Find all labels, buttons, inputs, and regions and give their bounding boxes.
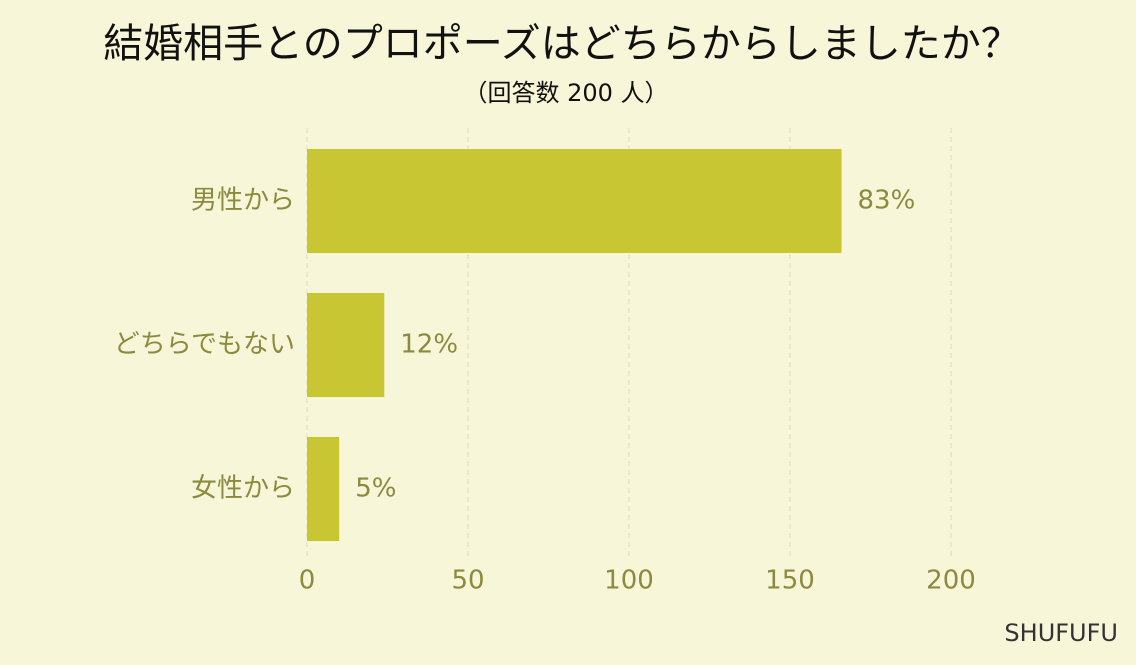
value-label: 83% — [858, 186, 916, 216]
bar — [307, 293, 385, 397]
source: SHUFUFU — [1004, 619, 1118, 647]
x-tick-label: 100 — [604, 566, 654, 596]
value-label: 5% — [355, 474, 396, 504]
x-tick-label: 150 — [765, 566, 815, 596]
y-tick-label: どちらでもない — [114, 330, 295, 360]
bar — [307, 437, 340, 541]
chart-title: 結婚相手とのプロポーズはどちらからしましたか？ — [103, 21, 1021, 67]
bar — [307, 149, 842, 253]
y-tick-label: 女性から — [191, 474, 295, 504]
chart-subtitle: （回答数 200 人） — [463, 79, 668, 107]
y-tick-label: 男性から — [191, 186, 295, 216]
value-label: 12% — [400, 330, 458, 360]
x-tick-label: 200 — [926, 566, 976, 596]
x-tick-label: 50 — [451, 566, 484, 596]
x-tick-label: 0 — [299, 566, 316, 596]
